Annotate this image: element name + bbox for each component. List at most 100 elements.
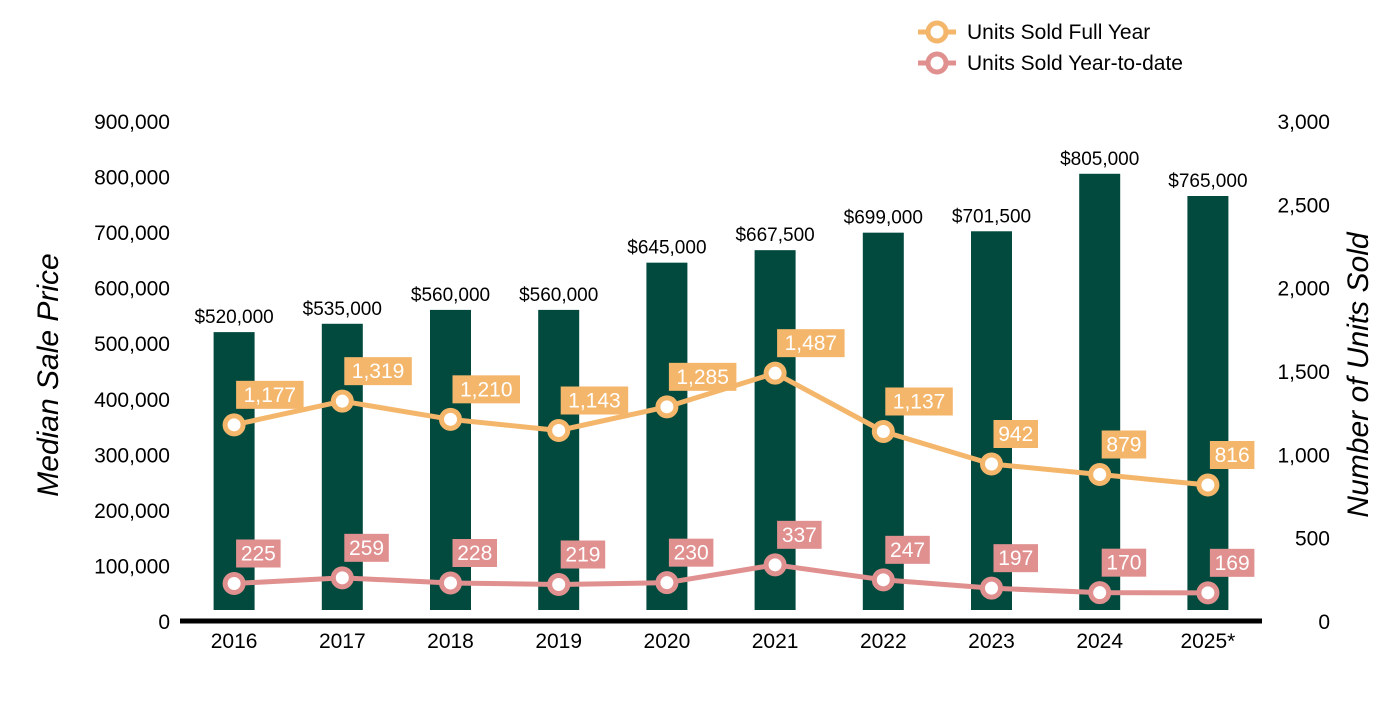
series-value-label: 247: [885, 535, 930, 564]
bar-value-label: $520,000: [194, 307, 273, 328]
bar-value-label: $560,000: [411, 285, 490, 306]
series-value-label-text: 1,143: [568, 390, 621, 413]
bar-value-label: $645,000: [627, 238, 706, 259]
series-value-label: 879: [1101, 430, 1147, 459]
series-value-label-text: 197: [998, 547, 1033, 570]
series-point: [763, 553, 787, 577]
series-value-label: 170: [1101, 548, 1147, 577]
x-tick-label: 2025*: [1180, 630, 1235, 653]
series-value-label-text: 942: [998, 423, 1033, 446]
series-value-label: 230: [668, 538, 714, 567]
y-left-tick-label: 700,000: [94, 222, 170, 245]
series-value-label: 169: [1209, 548, 1255, 577]
series-point: [330, 389, 354, 413]
bar-value-label: $699,000: [844, 208, 923, 229]
series-value-label-box: [668, 362, 737, 391]
series-value-label: 1,210: [452, 375, 520, 404]
x-tick-label: 2022: [860, 630, 907, 653]
x-tick-label: 2016: [211, 630, 258, 653]
legend-entry: Units Sold Year-to-date: [918, 51, 1183, 75]
series-value-label-text: 1,285: [676, 366, 729, 389]
series-value-label: 337: [777, 520, 822, 549]
series-value-label-box: [777, 520, 822, 549]
series-value-label-text: 1,210: [460, 378, 513, 401]
y-left-tick-label: 0: [158, 611, 170, 634]
series-value-label-box: [885, 535, 930, 564]
y-right-tick-label: 1,000: [1277, 444, 1330, 467]
series-value-label-box: [668, 538, 714, 567]
series-point: [547, 573, 571, 596]
series-value-label-box: [560, 386, 629, 415]
series-value-label-text: 1,137: [893, 391, 946, 414]
series-point: [980, 576, 1003, 600]
bar-value-label: $560,000: [519, 285, 598, 306]
series-value-label-text: 259: [349, 537, 384, 560]
series-point: [330, 566, 354, 590]
series-value-label-box: [993, 544, 1038, 573]
series-point: [871, 420, 895, 443]
series-value-label-box: [993, 420, 1038, 448]
series-point: [655, 571, 679, 595]
series-value-label: 942: [993, 420, 1038, 448]
y-left-tick-label: 200,000: [94, 500, 170, 523]
series-point: [222, 572, 246, 595]
x-tick-label: 2018: [427, 630, 474, 653]
bar-value-label: $765,000: [1168, 171, 1247, 192]
series-value-label-text: 169: [1215, 552, 1250, 575]
y-left-tick-label: 600,000: [94, 278, 170, 301]
series-value-label: 1,487: [777, 329, 845, 358]
series-point: [1196, 473, 1220, 497]
series-point: [1088, 581, 1112, 605]
legend-marker: [925, 20, 949, 44]
y-left-tick-label: 300,000: [94, 444, 170, 467]
series-value-label-text: 230: [674, 542, 709, 565]
series-value-label-text: 170: [1106, 552, 1141, 575]
y-right-tick-label: 2,500: [1277, 194, 1330, 217]
series-value-label-box: [1209, 548, 1255, 577]
series-value-label-box: [344, 533, 389, 562]
series-value-label-box: [236, 380, 304, 409]
y-left-tick-label: 900,000: [94, 111, 170, 134]
series-point: [980, 452, 1003, 476]
y-left-tick-label: 500,000: [94, 333, 170, 356]
data-labels-layer: $520,000 $535,000 $560,000 $560,000 $645,000…: [194, 149, 1255, 577]
series-value-label-box: [885, 387, 953, 416]
legend-label: Units Sold Full Year: [967, 21, 1150, 44]
series-value-label: 816: [1209, 441, 1255, 469]
y-left-tick-label: 100,000: [94, 555, 170, 578]
series-value-label-box: [777, 329, 845, 358]
y-right-tick-label: 1,500: [1277, 361, 1330, 384]
x-tick-label: 2017: [319, 630, 366, 653]
series-value-label-box: [1101, 430, 1147, 459]
x-tick-label: 2021: [752, 630, 799, 653]
y-right-tick-label: 3,000: [1277, 111, 1330, 134]
legend-entry: Units Sold Full Year: [918, 20, 1150, 44]
series-value-label: 1,319: [344, 357, 412, 386]
series-point: [439, 571, 462, 595]
series-point: [1088, 463, 1112, 486]
series-value-label-box: [560, 540, 606, 569]
bar-2024: [1079, 173, 1121, 610]
series-point: [1196, 581, 1220, 605]
series-value-label-box: [236, 539, 281, 568]
series-value-label-box: [1101, 548, 1147, 577]
y-right-tick-label: 500: [1295, 528, 1330, 551]
bar-value-label: $805,000: [1060, 149, 1139, 170]
y-left-tick-label: 400,000: [94, 389, 170, 412]
x-tick-label: 2024: [1076, 630, 1123, 653]
series-value-label: 1,177: [236, 380, 304, 409]
y-left-axis-title: Median Sale Price: [32, 253, 65, 496]
series-value-label: 1,137: [885, 387, 953, 416]
lines-layer: [222, 361, 1220, 605]
series-value-label: 197: [993, 544, 1038, 573]
x-tick-label: 2023: [968, 630, 1015, 653]
series-line-2: [233, 562, 1208, 596]
bar-value-label: $667,500: [735, 225, 814, 246]
series-value-label-text: 247: [890, 539, 925, 562]
series-value-label-text: 219: [565, 544, 600, 567]
series-value-label-text: 879: [1106, 434, 1141, 457]
bar-2025*: [1187, 196, 1229, 610]
series-value-label: 1,143: [560, 386, 629, 415]
y-left-tick-label: 800,000: [94, 167, 170, 190]
